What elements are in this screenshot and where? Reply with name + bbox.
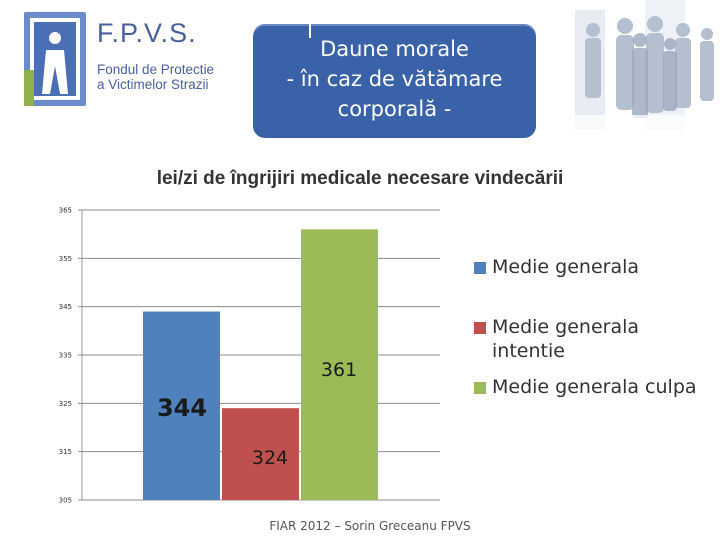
data-label-2: 324 bbox=[252, 447, 288, 469]
legend-label-1: Medie generala bbox=[492, 256, 639, 278]
legend-label-2: Medie generala intentie bbox=[492, 316, 639, 362]
chart-title: lei/zi de îngrijiri medicale necesare vi… bbox=[156, 168, 564, 189]
bar-2 bbox=[222, 408, 299, 500]
header-title: Daune morale - în caz de vătămare corpor… bbox=[286, 37, 503, 121]
data-label-1: 344 bbox=[157, 394, 207, 422]
y-tick-label: 365 bbox=[59, 207, 72, 215]
y-tick-label: 355 bbox=[59, 255, 72, 263]
header-banner: Daune morale - în caz de vătămare corpor… bbox=[253, 24, 536, 138]
fpvs-logo: F.P.V.S. Fondul de Protectie a Victimelo… bbox=[22, 10, 252, 115]
logo-subtitle: Fondul de Protectie a Victimelor Strazii bbox=[97, 62, 214, 92]
chart-bars bbox=[143, 229, 378, 501]
logo-title: F.P.V.S. bbox=[97, 18, 197, 48]
y-axis-ticks: 305 315 325 335 345 355 365 bbox=[59, 207, 72, 505]
legend-swatch-3 bbox=[474, 382, 486, 394]
bar-chart: 305 315 325 335 345 355 365 344 324 361 Medie ge… bbox=[59, 207, 697, 505]
footer-credit: FIAR 2012 – Sorin Greceanu FPVS bbox=[269, 519, 471, 533]
chart-grid bbox=[78, 209, 440, 501]
logo-subtitle-line2: a Victimelor Strazii bbox=[97, 77, 209, 92]
logo-subtitle-line1: Fondul de Protectie bbox=[97, 62, 215, 77]
legend-swatch-2 bbox=[474, 322, 486, 334]
bar-1 bbox=[143, 311, 220, 500]
data-label-3: 361 bbox=[321, 359, 357, 381]
y-tick-label: 305 bbox=[59, 497, 72, 505]
fpvs-logo-icon bbox=[24, 12, 86, 106]
people-silhouettes-image bbox=[555, 0, 720, 150]
bar-3 bbox=[301, 229, 378, 501]
y-tick-label: 345 bbox=[59, 303, 72, 311]
legend-label-3: Medie generala culpa bbox=[492, 376, 697, 398]
chart-legend: Medie generala Medie generala intentie Medi… bbox=[474, 256, 697, 398]
header-notch bbox=[309, 24, 311, 38]
legend-swatch-1 bbox=[474, 262, 486, 274]
y-tick-label: 325 bbox=[59, 400, 72, 408]
chart-data-labels: 344 324 361 bbox=[157, 359, 357, 469]
y-tick-label: 315 bbox=[59, 448, 72, 456]
y-tick-label: 335 bbox=[59, 352, 72, 360]
